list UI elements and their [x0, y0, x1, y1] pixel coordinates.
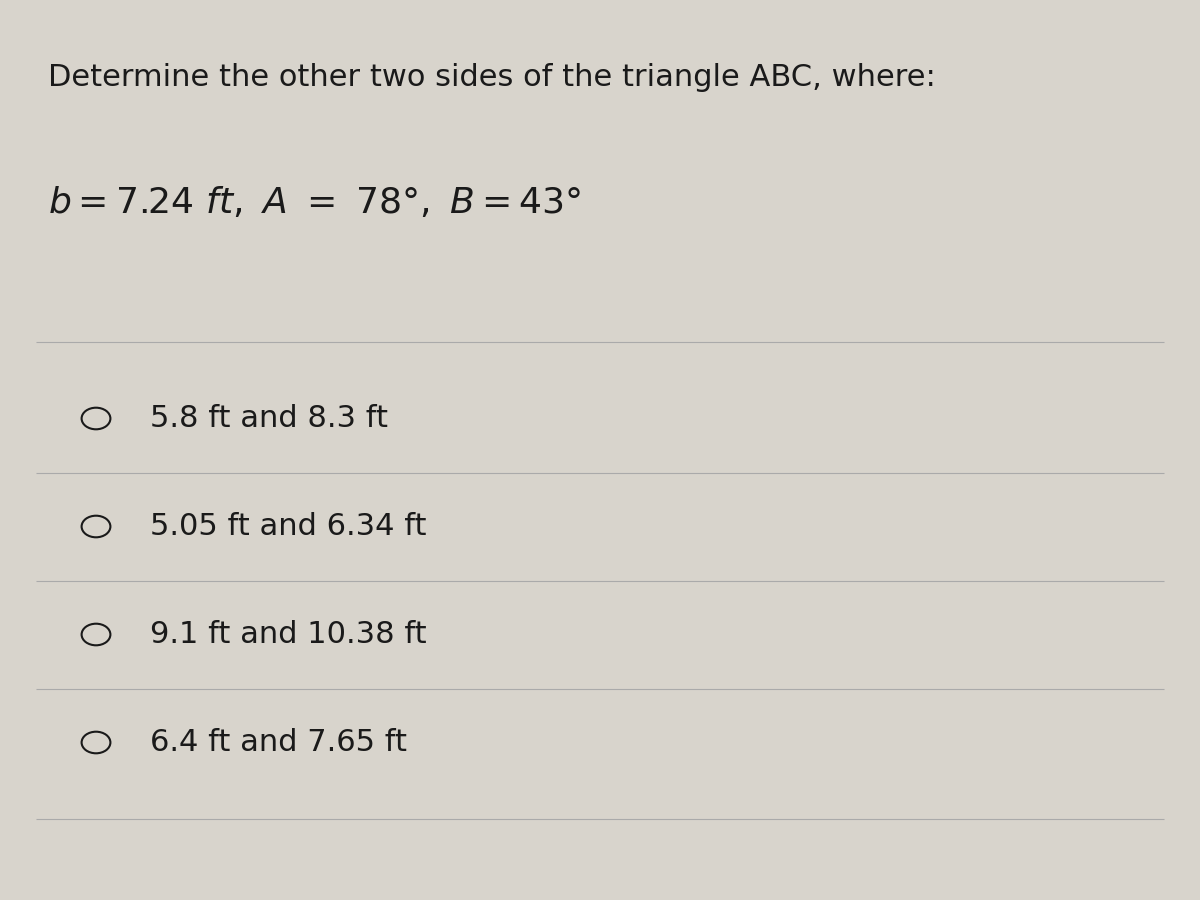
Text: 6.4 ft and 7.65 ft: 6.4 ft and 7.65 ft — [150, 728, 407, 757]
Text: Determine the other two sides of the triangle ABC, where:: Determine the other two sides of the tri… — [48, 63, 936, 92]
Text: 5.05 ft and 6.34 ft: 5.05 ft and 6.34 ft — [150, 512, 426, 541]
Text: 9.1 ft and 10.38 ft: 9.1 ft and 10.38 ft — [150, 620, 427, 649]
Text: $b = 7.24\ ft,\ A\ =\ 78°,\ B = 43°$: $b = 7.24\ ft,\ A\ =\ 78°,\ B = 43°$ — [48, 185, 581, 220]
Text: 5.8 ft and 8.3 ft: 5.8 ft and 8.3 ft — [150, 404, 388, 433]
